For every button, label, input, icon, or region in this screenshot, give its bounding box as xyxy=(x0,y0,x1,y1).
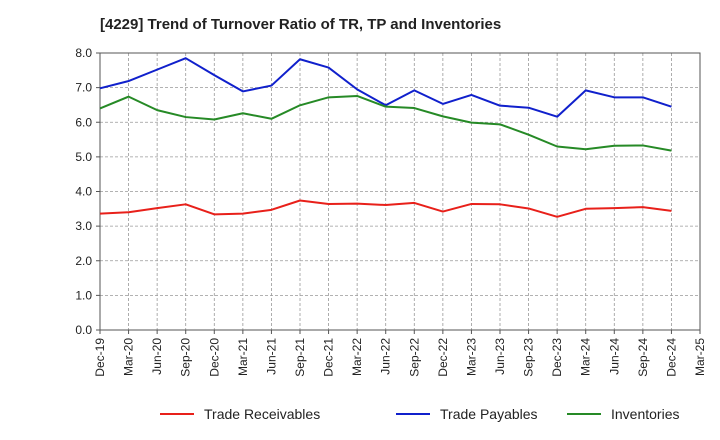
x-tick-label: Dec-20 xyxy=(207,338,221,377)
y-tick-label: 3.0 xyxy=(75,219,92,233)
x-tick-label: Sep-20 xyxy=(179,338,193,377)
x-tick-label: Dec-19 xyxy=(93,338,107,377)
x-tick-label: Mar-22 xyxy=(350,338,364,376)
legend-label-trade-receivables: Trade Receivables xyxy=(204,406,320,422)
series-line-trade-receivables xyxy=(99,199,672,218)
x-axis-tick-labels: Dec-19 Mar-20 Jun-20 Sep-20 Dec-20 Mar-21 Jun-… xyxy=(93,330,707,377)
x-tick-label: Sep-22 xyxy=(407,338,421,377)
x-tick-label: Mar-25 xyxy=(693,338,707,376)
y-tick-label: 2.0 xyxy=(75,254,92,268)
x-tick-label: Mar-23 xyxy=(464,338,478,376)
x-tick-label: Jun-21 xyxy=(264,338,278,375)
x-tick-label: Mar-24 xyxy=(579,338,593,376)
grid-lines xyxy=(100,53,700,330)
y-tick-label: 0.0 xyxy=(75,323,92,337)
legend-label-inventories: Inventories xyxy=(611,406,679,422)
y-tick-label: 1.0 xyxy=(75,288,92,302)
x-tick-label: Jun-20 xyxy=(150,338,164,375)
x-tick-label: Dec-24 xyxy=(664,338,678,377)
x-tick-label: Mar-20 xyxy=(122,338,136,376)
chart-title: [4229] Trend of Turnover Ratio of TR, TP… xyxy=(100,16,502,33)
data-series xyxy=(99,57,672,218)
legend: Trade Receivables Trade Payables Inventori… xyxy=(160,406,679,422)
y-tick-label: 7.0 xyxy=(75,81,92,95)
x-tick-label: Dec-23 xyxy=(550,338,564,377)
x-tick-label: Jun-24 xyxy=(607,338,621,375)
y-tick-label: 6.0 xyxy=(75,115,92,129)
y-tick-label: 5.0 xyxy=(75,150,92,164)
y-tick-label: 4.0 xyxy=(75,185,92,199)
y-axis-tick-labels: 0.0 1.0 2.0 3.0 4.0 5.0 6.0 7.0 8.0 xyxy=(75,46,100,337)
x-tick-label: Dec-21 xyxy=(322,338,336,377)
x-tick-label: Jun-23 xyxy=(493,338,507,375)
x-tick-label: Sep-23 xyxy=(522,338,536,377)
legend-label-trade-payables: Trade Payables xyxy=(440,406,538,422)
y-tick-label: 8.0 xyxy=(75,46,92,60)
series-line-inventories xyxy=(99,94,672,152)
x-tick-label: Sep-24 xyxy=(636,338,650,377)
series-line-trade-payables xyxy=(99,57,672,118)
x-tick-label: Dec-22 xyxy=(436,338,450,377)
x-tick-label: Sep-21 xyxy=(293,338,307,377)
x-tick-label: Jun-22 xyxy=(379,338,393,375)
x-tick-label: Mar-21 xyxy=(236,338,250,376)
